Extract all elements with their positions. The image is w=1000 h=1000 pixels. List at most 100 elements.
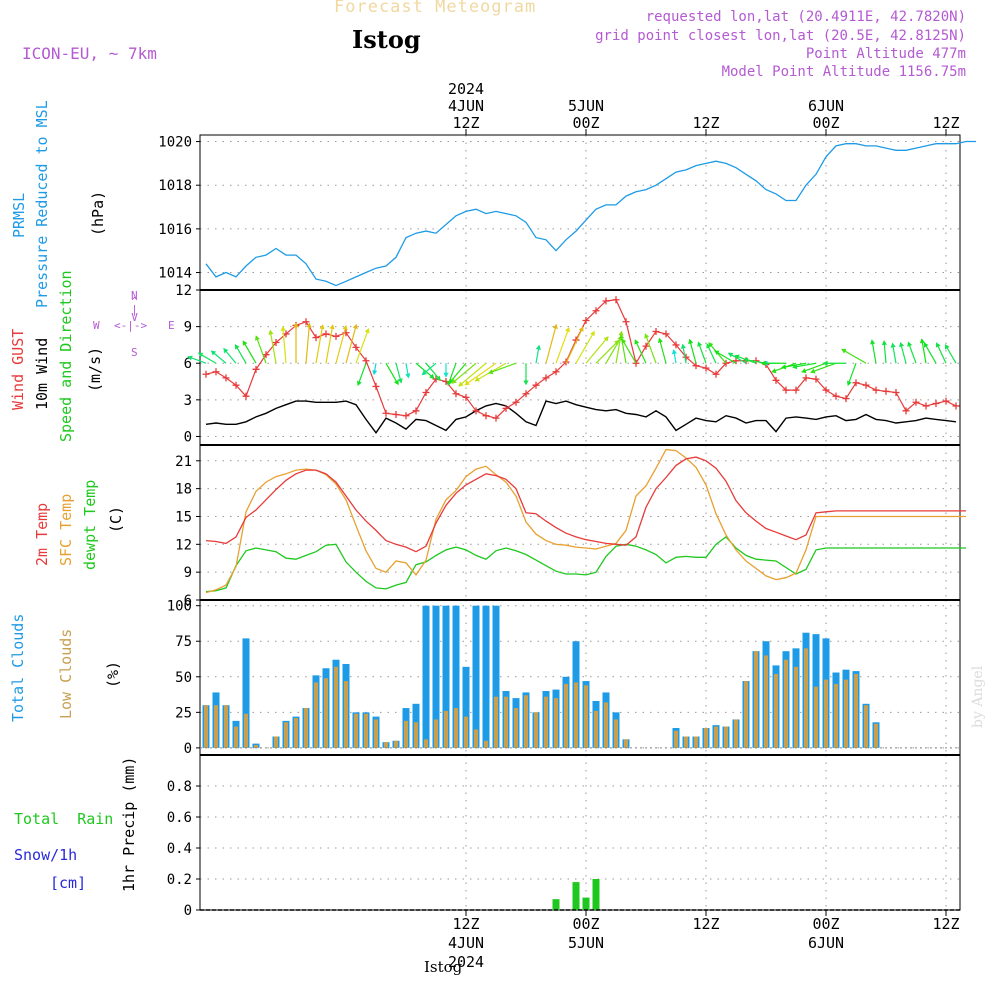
wind-direction-arrow — [335, 324, 348, 364]
wind-direction-arrow — [280, 325, 287, 364]
wind-arrow-head — [697, 341, 703, 347]
y-tick-label: 9 — [184, 565, 192, 581]
low-cloud-bar — [534, 712, 538, 748]
wind-arrow-head — [329, 324, 335, 330]
wind-gust-marker — [392, 410, 400, 418]
wind-arrow-head — [919, 338, 925, 344]
wind-panel-frame — [199, 289, 961, 446]
low-cloud-bar — [704, 727, 708, 748]
total-cloud-bar — [472, 605, 480, 748]
wind-arrow-shaft — [847, 363, 857, 386]
wind-direction-arrow — [223, 348, 237, 364]
top-time-label: 12Z — [932, 114, 959, 132]
wind-arrow-head — [210, 350, 217, 356]
wind-gust-marker — [402, 412, 410, 420]
y-tick-label: 1020 — [158, 135, 192, 151]
wind-arrow-shaft — [644, 333, 657, 364]
wind-arrow-head — [342, 324, 348, 331]
wind-arrow-shaft — [921, 338, 927, 364]
total-cloud-bar — [422, 605, 430, 748]
wind-arrow-head — [680, 343, 686, 349]
rain-bar — [592, 879, 600, 910]
low-cloud-bar — [674, 730, 678, 748]
wind-arrow-shaft — [634, 339, 647, 364]
bottom-time-label: 00Z — [812, 915, 839, 933]
wind-arrow-shaft — [555, 327, 570, 364]
gridpoint-coords: grid point closest lon,lat (20.5E, 42.81… — [595, 28, 966, 44]
wind-arrow-head — [792, 364, 798, 370]
wind-gust-marker — [692, 362, 700, 370]
low-cloud-bar — [794, 666, 798, 748]
wind-arrow-head — [846, 380, 852, 386]
wind-direction-arrow — [634, 339, 647, 364]
rain-label: Total Rain — [14, 810, 114, 828]
wind-arrow-head — [372, 370, 378, 376]
y-tick-label: 100 — [167, 599, 192, 615]
wind-gust-marker — [262, 351, 270, 359]
wind-gust-marker — [372, 382, 380, 390]
wind-arrow-head — [421, 370, 427, 376]
wind-arrow-shaft — [315, 324, 324, 364]
model-altitude: Model Point Altitude 1156.75m — [721, 64, 966, 80]
wind-direction-arrow — [697, 341, 707, 364]
wind-gust-marker — [612, 296, 620, 304]
wind-gust-marker — [472, 407, 480, 415]
top-time-label: 4JUN — [448, 97, 484, 115]
total-cloud-bar — [492, 605, 500, 748]
low-cloud-bar — [454, 708, 458, 748]
top-time-label: 00Z — [812, 114, 839, 132]
wind-direction-arrow — [870, 339, 877, 364]
wind-direction-arrow — [315, 324, 325, 364]
y-tick-label: 0 — [184, 903, 192, 919]
wind-gust-marker — [662, 330, 670, 338]
wind-gust-marker — [202, 370, 210, 378]
wind-direction-arrow — [657, 337, 667, 364]
bottom-time-label: 12Z — [692, 915, 719, 933]
wind-direction-arrow — [293, 322, 299, 364]
wind-direction-arrow — [846, 363, 857, 386]
low-cloud-bar — [854, 673, 858, 748]
wind-arrow-head — [708, 342, 714, 348]
wind-arrow-head — [621, 338, 627, 344]
wind-arrow-head — [187, 355, 193, 361]
wind-direction-arrow — [372, 363, 378, 376]
wind-direction-arrow — [822, 360, 846, 366]
wind-arrow-head — [706, 343, 712, 349]
wind-arrow-shaft — [841, 348, 867, 364]
wind-gust-marker — [412, 407, 420, 415]
wind-arrow-shaft — [801, 362, 827, 373]
wind-direction-arrow — [405, 363, 411, 379]
low-cloud-bar — [744, 681, 748, 748]
wind-direction-arrow — [425, 362, 441, 381]
wind-direction-arrow — [671, 349, 677, 364]
compass-ns-axis: ^ | V — [131, 295, 138, 324]
wind-arrow-shaft — [488, 362, 517, 374]
wind-direction-arrow — [535, 344, 541, 364]
wind-direction-arrow — [621, 338, 637, 364]
wind-gust-marker — [892, 389, 900, 397]
y-tick-label: 9 — [184, 320, 192, 336]
wind-arrow-shaft — [325, 324, 334, 364]
y-tick-label: 12 — [175, 283, 192, 299]
y-tick-label: 0.8 — [167, 779, 192, 795]
wind-gust-marker — [922, 402, 930, 410]
wind-gust-marker — [232, 381, 240, 389]
wind-arrow-head — [280, 325, 286, 331]
wind-arrow-head — [306, 322, 312, 328]
compass-east: E — [168, 319, 175, 332]
wind-direction-arrow — [881, 340, 888, 364]
wind-direction-arrow — [451, 362, 477, 384]
wind-direction-arrow — [680, 343, 687, 364]
low-cloud-bar — [484, 740, 488, 748]
wind-arrow-head — [458, 381, 464, 387]
low-cloud-bar — [244, 713, 248, 748]
wind-arrow-head — [899, 341, 905, 348]
y-tick-label: 18 — [175, 482, 192, 498]
wind-arrow-head — [242, 340, 248, 346]
wind-gust-marker — [902, 407, 910, 415]
wind-gust-marker — [872, 386, 880, 394]
wind-arrow-shaft — [305, 323, 311, 364]
y-tick-label: 1016 — [158, 222, 192, 238]
y-tick-label: 3 — [184, 393, 192, 409]
top-time-label: 12Z — [452, 114, 479, 132]
